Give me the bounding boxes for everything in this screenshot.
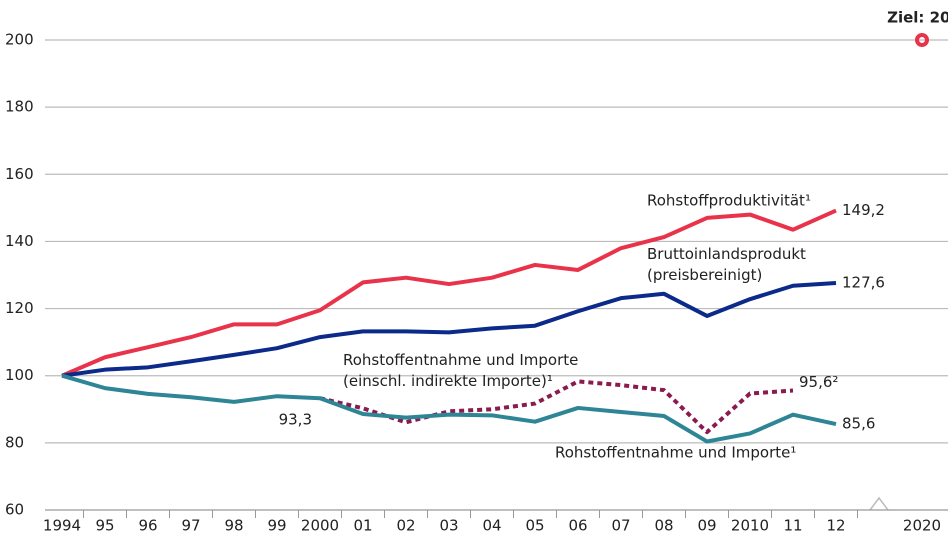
x-tick-label: 05 [525, 517, 544, 535]
x-tick-label: 08 [654, 517, 673, 535]
x-tick-label: 96 [138, 517, 157, 535]
value-label: 93,3 [279, 411, 312, 429]
series-label-line: (einschl. indirekte Importe)¹ [343, 372, 553, 390]
series-line [61, 208, 837, 378]
x-tick-label: 1994 [43, 517, 81, 535]
x-tick-label: 97 [181, 517, 200, 535]
value-label: Ziel: 200 [887, 9, 948, 27]
y-tick-label: 80 [5, 433, 24, 451]
x-tick-label: 02 [396, 517, 415, 535]
x-tick-label: 2020 [903, 517, 941, 535]
series-label: Rohstoffentnahme und Importe¹ [555, 444, 796, 462]
y-tick-label: 120 [5, 299, 34, 317]
x-tick-label: 01 [353, 517, 372, 535]
x-tick-label: 06 [568, 517, 587, 535]
x-tick-label: 11 [783, 517, 802, 535]
x-tick-label: 95 [95, 517, 114, 535]
x-tick-label: 2000 [301, 517, 339, 535]
series-label-line: (preisbereinigt) [647, 266, 762, 284]
series-label: Rohstoffentnahme und Importe (einschl. in… [343, 351, 578, 390]
y-tick-label: 60 [5, 501, 24, 519]
x-tick-label: 03 [439, 517, 458, 535]
y-tick-label: 160 [5, 165, 34, 183]
y-tick-label: 100 [5, 366, 34, 384]
target-marker [915, 33, 929, 47]
series-label-line: Bruttoinlandsprodukt [647, 245, 806, 263]
x-tick-label: 12 [826, 517, 845, 535]
value-label: 95,6² [799, 373, 838, 391]
x-tick-label: 09 [697, 517, 716, 535]
y-tick-label: 140 [5, 232, 34, 250]
series-label-line: Rohstoffentnahme und Importe [343, 351, 578, 369]
x-tick-label: 99 [267, 517, 286, 535]
value-label: 85,6 [842, 415, 875, 433]
x-tick-label: 2010 [731, 517, 769, 535]
series-label: Bruttoinlandsprodukt (preisbereinigt) [647, 245, 806, 284]
value-label: 149,2 [842, 201, 885, 219]
series-label: Rohstoffproduktivität¹ [647, 192, 811, 210]
x-tick-label: 98 [224, 517, 243, 535]
axis-break [869, 496, 889, 511]
x-tick-label: 04 [482, 517, 501, 535]
series-line [61, 373, 837, 444]
x-tick-label: 07 [611, 517, 630, 535]
y-tick-label: 200 [5, 31, 34, 49]
value-label: 127,6 [842, 274, 885, 292]
series-line [319, 379, 794, 435]
series-line [61, 281, 837, 378]
y-tick-label: 180 [5, 98, 34, 116]
